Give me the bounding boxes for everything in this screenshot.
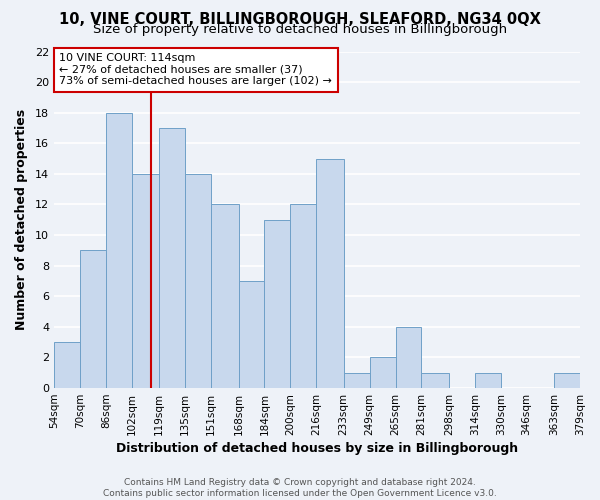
Bar xyxy=(421,373,449,388)
Bar xyxy=(475,373,501,388)
Bar xyxy=(370,358,395,388)
Bar xyxy=(80,250,106,388)
Bar xyxy=(290,204,316,388)
Text: 10 VINE COURT: 114sqm
← 27% of detached houses are smaller (37)
73% of semi-deta: 10 VINE COURT: 114sqm ← 27% of detached … xyxy=(59,53,332,86)
Bar xyxy=(106,112,132,388)
X-axis label: Distribution of detached houses by size in Billingborough: Distribution of detached houses by size … xyxy=(116,442,518,455)
Text: Size of property relative to detached houses in Billingborough: Size of property relative to detached ho… xyxy=(93,22,507,36)
Bar xyxy=(211,204,239,388)
Bar xyxy=(395,327,421,388)
Bar xyxy=(554,373,580,388)
Bar xyxy=(265,220,290,388)
Bar xyxy=(316,158,344,388)
Bar xyxy=(239,281,265,388)
Text: 10, VINE COURT, BILLINGBOROUGH, SLEAFORD, NG34 0QX: 10, VINE COURT, BILLINGBOROUGH, SLEAFORD… xyxy=(59,12,541,28)
Bar xyxy=(132,174,159,388)
Bar xyxy=(344,373,370,388)
Bar xyxy=(54,342,80,388)
Text: Contains HM Land Registry data © Crown copyright and database right 2024.
Contai: Contains HM Land Registry data © Crown c… xyxy=(103,478,497,498)
Y-axis label: Number of detached properties: Number of detached properties xyxy=(15,109,28,330)
Bar xyxy=(185,174,211,388)
Bar xyxy=(159,128,185,388)
